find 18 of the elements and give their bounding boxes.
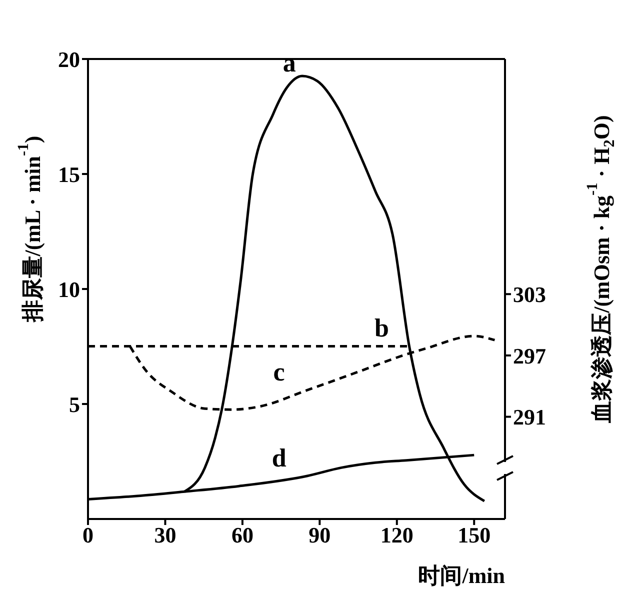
y-tick-label: 15 <box>58 162 80 187</box>
series-label: b <box>374 314 389 343</box>
x-tick-label: 120 <box>380 522 414 548</box>
series-label: c <box>273 358 285 387</box>
y-tick-label: 10 <box>58 276 80 302</box>
y2-tick-label: 303 <box>513 282 546 307</box>
series-label: d <box>272 443 287 472</box>
x-axis-title: 时间/min <box>418 563 505 588</box>
x-tick-label: 60 <box>231 522 254 548</box>
y2-tick-label: 297 <box>513 343 546 368</box>
series-label: a <box>282 48 296 78</box>
y-tick-label: 5 <box>69 392 80 417</box>
x-tick-label: 0 <box>82 522 94 548</box>
x-tick-label: 150 <box>458 522 491 548</box>
y2-tick-label: 291 <box>513 404 546 430</box>
x-tick-label: 90 <box>308 522 331 548</box>
x-tick-label: 30 <box>154 522 176 548</box>
y-tick-label: 20 <box>58 46 80 72</box>
